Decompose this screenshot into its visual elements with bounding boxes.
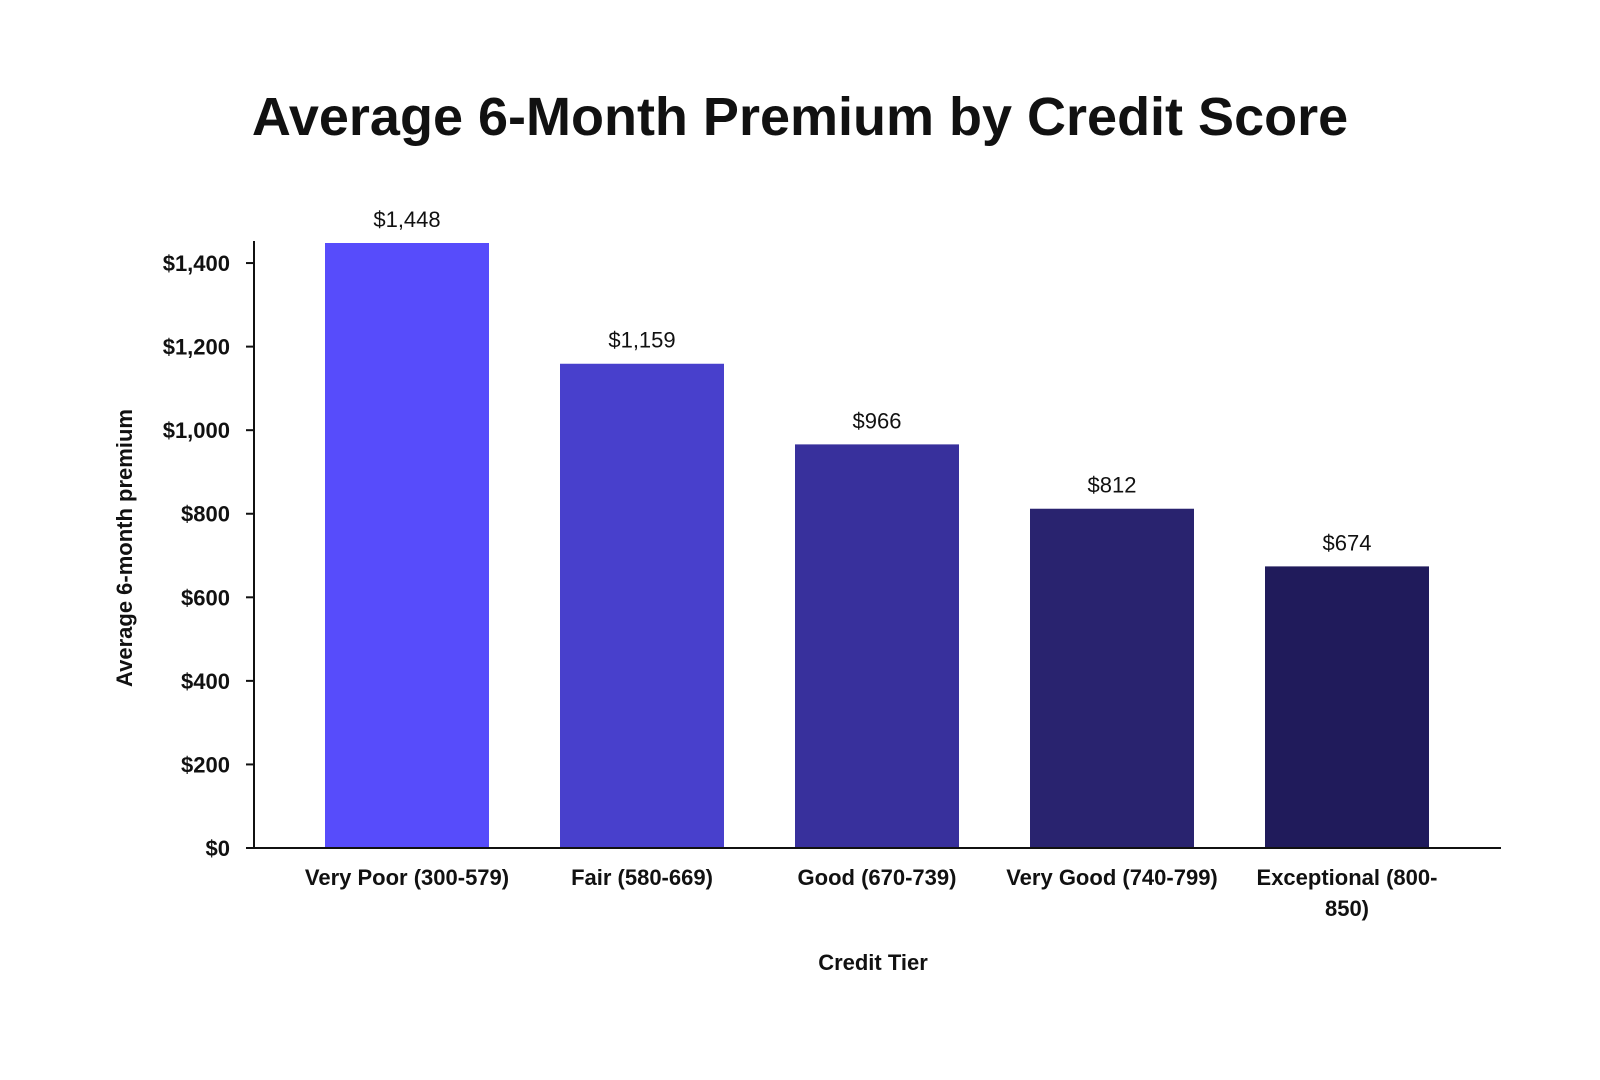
- y-tick-label: $600: [181, 585, 230, 610]
- x-axis-category-labels: Very Poor (300-579) Fair (580-669) Good (6…: [305, 865, 1438, 921]
- x-category-label-line: Very Poor (300-579): [305, 865, 509, 890]
- x-category-label-line: Good (670-739): [798, 865, 957, 890]
- x-category-label: Exceptional (800- 850): [1257, 865, 1438, 921]
- data-label: $812: [1088, 473, 1137, 498]
- y-tick-label: $200: [181, 752, 230, 777]
- bar: [795, 444, 959, 848]
- y-tick-label: $0: [206, 836, 230, 861]
- bars-layer: [325, 243, 1429, 848]
- bar: [1265, 566, 1429, 848]
- data-labels-layer: $1,448 $1,159 $966 $812 $674: [373, 207, 1371, 555]
- y-axis-title: Average 6-month premium: [112, 409, 137, 687]
- x-category-label: Very Poor (300-579): [305, 865, 509, 890]
- x-category-label-line: Exceptional (800-: [1257, 865, 1438, 890]
- x-category-label: Good (670-739): [798, 865, 957, 890]
- data-label: $1,448: [373, 207, 440, 232]
- data-label: $674: [1323, 530, 1372, 555]
- x-category-label-line: 850): [1325, 896, 1369, 921]
- chart-title: Average 6-Month Premium by Credit Score: [252, 87, 1348, 147]
- x-category-label: Fair (580-669): [571, 865, 713, 890]
- y-tick-label: $400: [181, 669, 230, 694]
- x-category-label: Very Good (740-799): [1006, 865, 1218, 890]
- y-tick-label: $800: [181, 502, 230, 527]
- data-label: $1,159: [608, 328, 675, 353]
- y-tick-label: $1,200: [163, 335, 230, 360]
- data-label: $966: [853, 408, 902, 433]
- x-axis-title: Credit Tier: [818, 950, 928, 975]
- bar: [325, 243, 489, 848]
- x-category-label-line: Very Good (740-799): [1006, 865, 1218, 890]
- y-tick-label: $1,400: [163, 251, 230, 276]
- y-axis-ticks: $0 $200 $400 $600 $800 $1,000 $1,200 $1,400: [163, 251, 254, 861]
- y-tick-label: $1,000: [163, 418, 230, 443]
- bar: [560, 363, 724, 848]
- x-category-label-line: Fair (580-669): [571, 865, 713, 890]
- bar: [1030, 508, 1194, 848]
